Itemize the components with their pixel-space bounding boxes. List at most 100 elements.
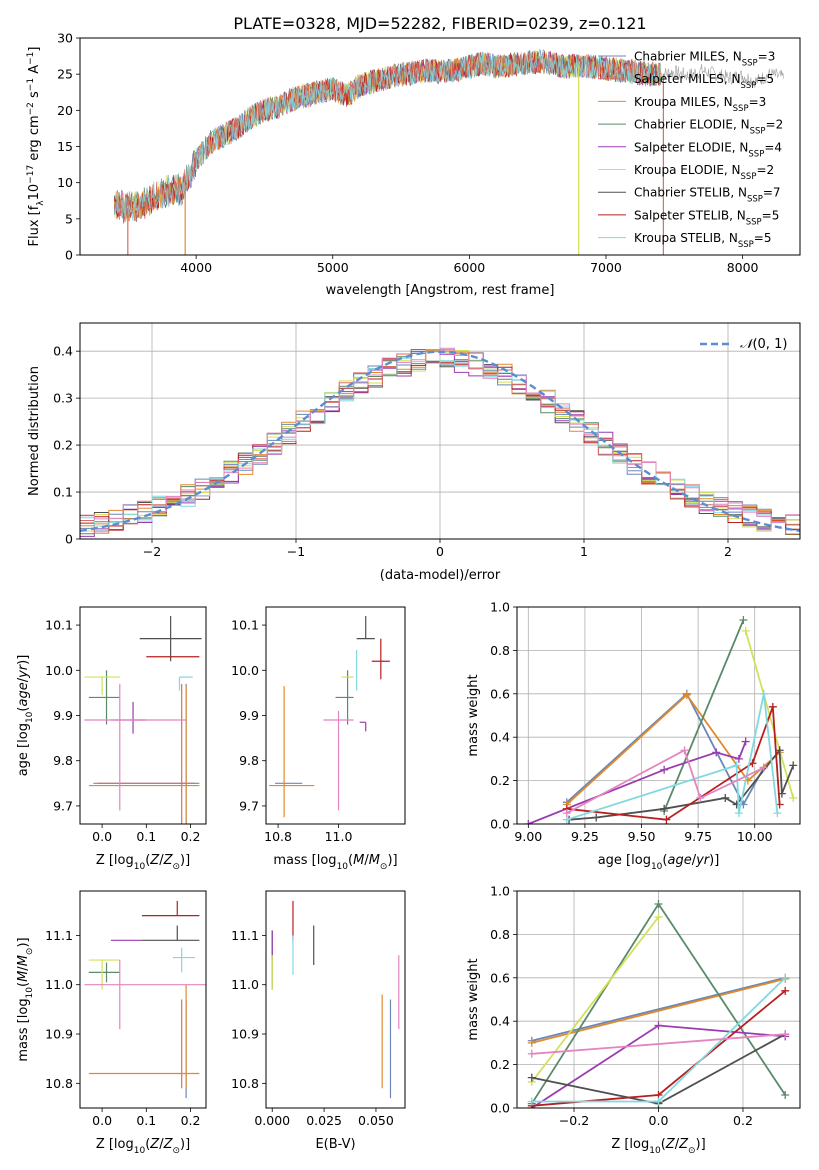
weight-series-weight_vs_Z-4 <box>527 913 663 1086</box>
errorbar-age_vs_Z-2 <box>88 686 200 824</box>
y-tick-label: 30 <box>57 31 73 46</box>
y-tick-label: 10.8 <box>231 1076 259 1091</box>
panel-weight_vs_age: 9.00 9.25 9.50 9.75 10.00 0.0 0.2 0.4 0.6 0.8 1.0 a… <box>466 600 801 872</box>
plot-area-age_vs_mass <box>269 616 390 818</box>
x-tick-label: 7000 <box>590 260 622 275</box>
legend-item-5: Kroupa ELODIE, NSSP=2 <box>598 163 774 182</box>
errorbar-mass_vs_Z-3 <box>88 962 120 983</box>
x-tick-label: −2 <box>143 544 161 559</box>
plot-area-residuals <box>80 347 800 537</box>
weight-series-weight_vs_Z-7 <box>527 973 790 1106</box>
x-axis-label: Z [log10(Z/Z⊙)] <box>96 853 190 872</box>
y-tick-label: 0.8 <box>490 927 510 942</box>
y-tick-label: 11.0 <box>45 977 73 992</box>
x-axis-label: wavelength [Angstrom, rest frame] <box>326 283 555 298</box>
x-tick-label: 2 <box>724 544 732 559</box>
panel-age_vs_Z: 0.0 0.1 0.2 9.7 9.8 9.9 10.0 10.1 Z [log10(Z/Z⊙)… <box>16 606 207 872</box>
weight-series-weight_vs_age-6 <box>562 702 784 824</box>
weight-point <box>789 761 798 770</box>
x-tick-label: 0.2 <box>181 1113 201 1128</box>
legend-label: Salpeter ELODIE, NSSP=4 <box>634 140 782 159</box>
weight-point <box>654 1097 663 1106</box>
y-axis-label: mass weight <box>466 674 481 756</box>
y-tick-label: 10 <box>57 175 73 190</box>
y-axis-label: Flux [fλ10−17 erg cm−2 s−1 A−1] <box>26 47 46 247</box>
legend-item-7: Salpeter STELIB, NSSP=5 <box>598 208 779 227</box>
errorbar-age_vs_Z-5 <box>84 676 120 696</box>
y-tick-label: 0 <box>65 248 73 263</box>
y-tick-label: 0.2 <box>53 438 73 453</box>
legend-item-6: Chabrier STELIB, NSSP=7 <box>598 186 781 205</box>
y-tick-label: 9.7 <box>239 798 259 813</box>
legend-label: Salpeter STELIB, NSSP=5 <box>634 208 779 227</box>
plot-area-weight_vs_age <box>524 616 798 824</box>
errorbar-mass_vs_Z-8 <box>172 947 195 973</box>
x-tick-label: 6000 <box>453 260 485 275</box>
x-axis-label: Z [log10(Z/Z⊙)] <box>96 1137 190 1156</box>
errorbar-mass_vs_Z-2 <box>88 984 200 1089</box>
weight-point <box>654 913 663 922</box>
hist-step-pink <box>80 347 800 524</box>
errorbar-age_vs_mass-5 <box>356 616 375 640</box>
x-tick-label: 0.1 <box>136 829 156 844</box>
x-tick-label: 0.0 <box>649 1113 669 1128</box>
weight-point <box>660 765 669 774</box>
weight-point <box>654 1021 663 1030</box>
panel-spectrum: 4000 5000 6000 7000 8000 0 5 10 15 20 25 30 waveleng… <box>26 31 801 298</box>
weight-point <box>712 748 721 757</box>
weight-point <box>734 809 743 818</box>
x-tick-label: 0.0 <box>92 1113 112 1128</box>
weight-line <box>663 619 745 812</box>
legend-label: Chabrier ELODIE, NSSP=2 <box>634 118 783 137</box>
x-tick-label: 8000 <box>727 260 759 275</box>
weight-series-weight_vs_age-3 <box>524 737 750 824</box>
legend-label: Kroupa STELIB, NSSP=5 <box>634 231 772 250</box>
weight-line <box>531 976 786 1042</box>
weight-line <box>531 1033 786 1055</box>
y-tick-label: 10.1 <box>45 618 73 633</box>
y-tick-label: 10.8 <box>45 1076 73 1091</box>
y-tick-label: 11.1 <box>231 928 259 943</box>
errorbar-mass_vs_Z-6 <box>141 925 200 941</box>
y-tick-label: 10.0 <box>231 663 259 678</box>
weight-line <box>531 916 660 1083</box>
weight-series-weight_vs_age-5 <box>565 746 798 824</box>
legend-item-8: Kroupa STELIB, NSSP=5 <box>598 231 772 250</box>
y-axis-label: mass [log10(M/M⊙)] <box>16 937 35 1061</box>
weight-point <box>775 746 784 755</box>
hist-step-8 <box>80 357 800 527</box>
y-tick-label: 0.6 <box>490 970 510 985</box>
y-tick-label: 1.0 <box>490 884 510 899</box>
errorbar-age_vs_mass-6 <box>371 638 390 680</box>
weight-line <box>566 692 765 807</box>
weight-point <box>741 626 750 635</box>
errorbar-age_vs_mass-2 <box>335 670 354 725</box>
y-tick-label: 15 <box>57 139 73 154</box>
panel-age_vs_mass: 10.8 11.0 9.7 9.8 9.9 10.0 10.1 mass [log10(M/M… <box>231 606 406 872</box>
x-tick-label: 11.0 <box>325 829 353 844</box>
weight-point <box>759 689 768 698</box>
x-tick-label: 1 <box>580 544 588 559</box>
x-tick-label: −1 <box>287 544 305 559</box>
y-tick-label: 9.9 <box>239 708 259 723</box>
errorbar-age_vs_Z-4 <box>110 701 147 734</box>
weight-line <box>531 978 786 1044</box>
y-tick-label: 20 <box>57 103 73 118</box>
y-tick-label: 10.9 <box>231 1027 259 1042</box>
y-tick-label: 0.1 <box>53 485 73 500</box>
axes-frame <box>79 37 801 256</box>
weight-point <box>527 1038 536 1047</box>
plot-area-mass_vs_EBV <box>271 900 400 1099</box>
weight-point <box>773 809 782 818</box>
plot-area-spectrum <box>113 48 784 255</box>
y-tick-label: 0.2 <box>490 773 510 788</box>
weight-line <box>566 706 781 821</box>
panel-residuals: −2 −1 0 1 2 0 0.1 0.2 0.3 0.4 (data-model)/error No… <box>27 322 801 583</box>
x-tick-label: 0.2 <box>181 829 201 844</box>
spectrum-observed-extension <box>660 63 784 88</box>
y-tick-label: 0 <box>65 532 73 547</box>
plot-area-mass_vs_Z <box>84 900 206 1099</box>
weight-point <box>680 746 689 755</box>
weight-series-weight_vs_age-8 <box>562 746 768 818</box>
